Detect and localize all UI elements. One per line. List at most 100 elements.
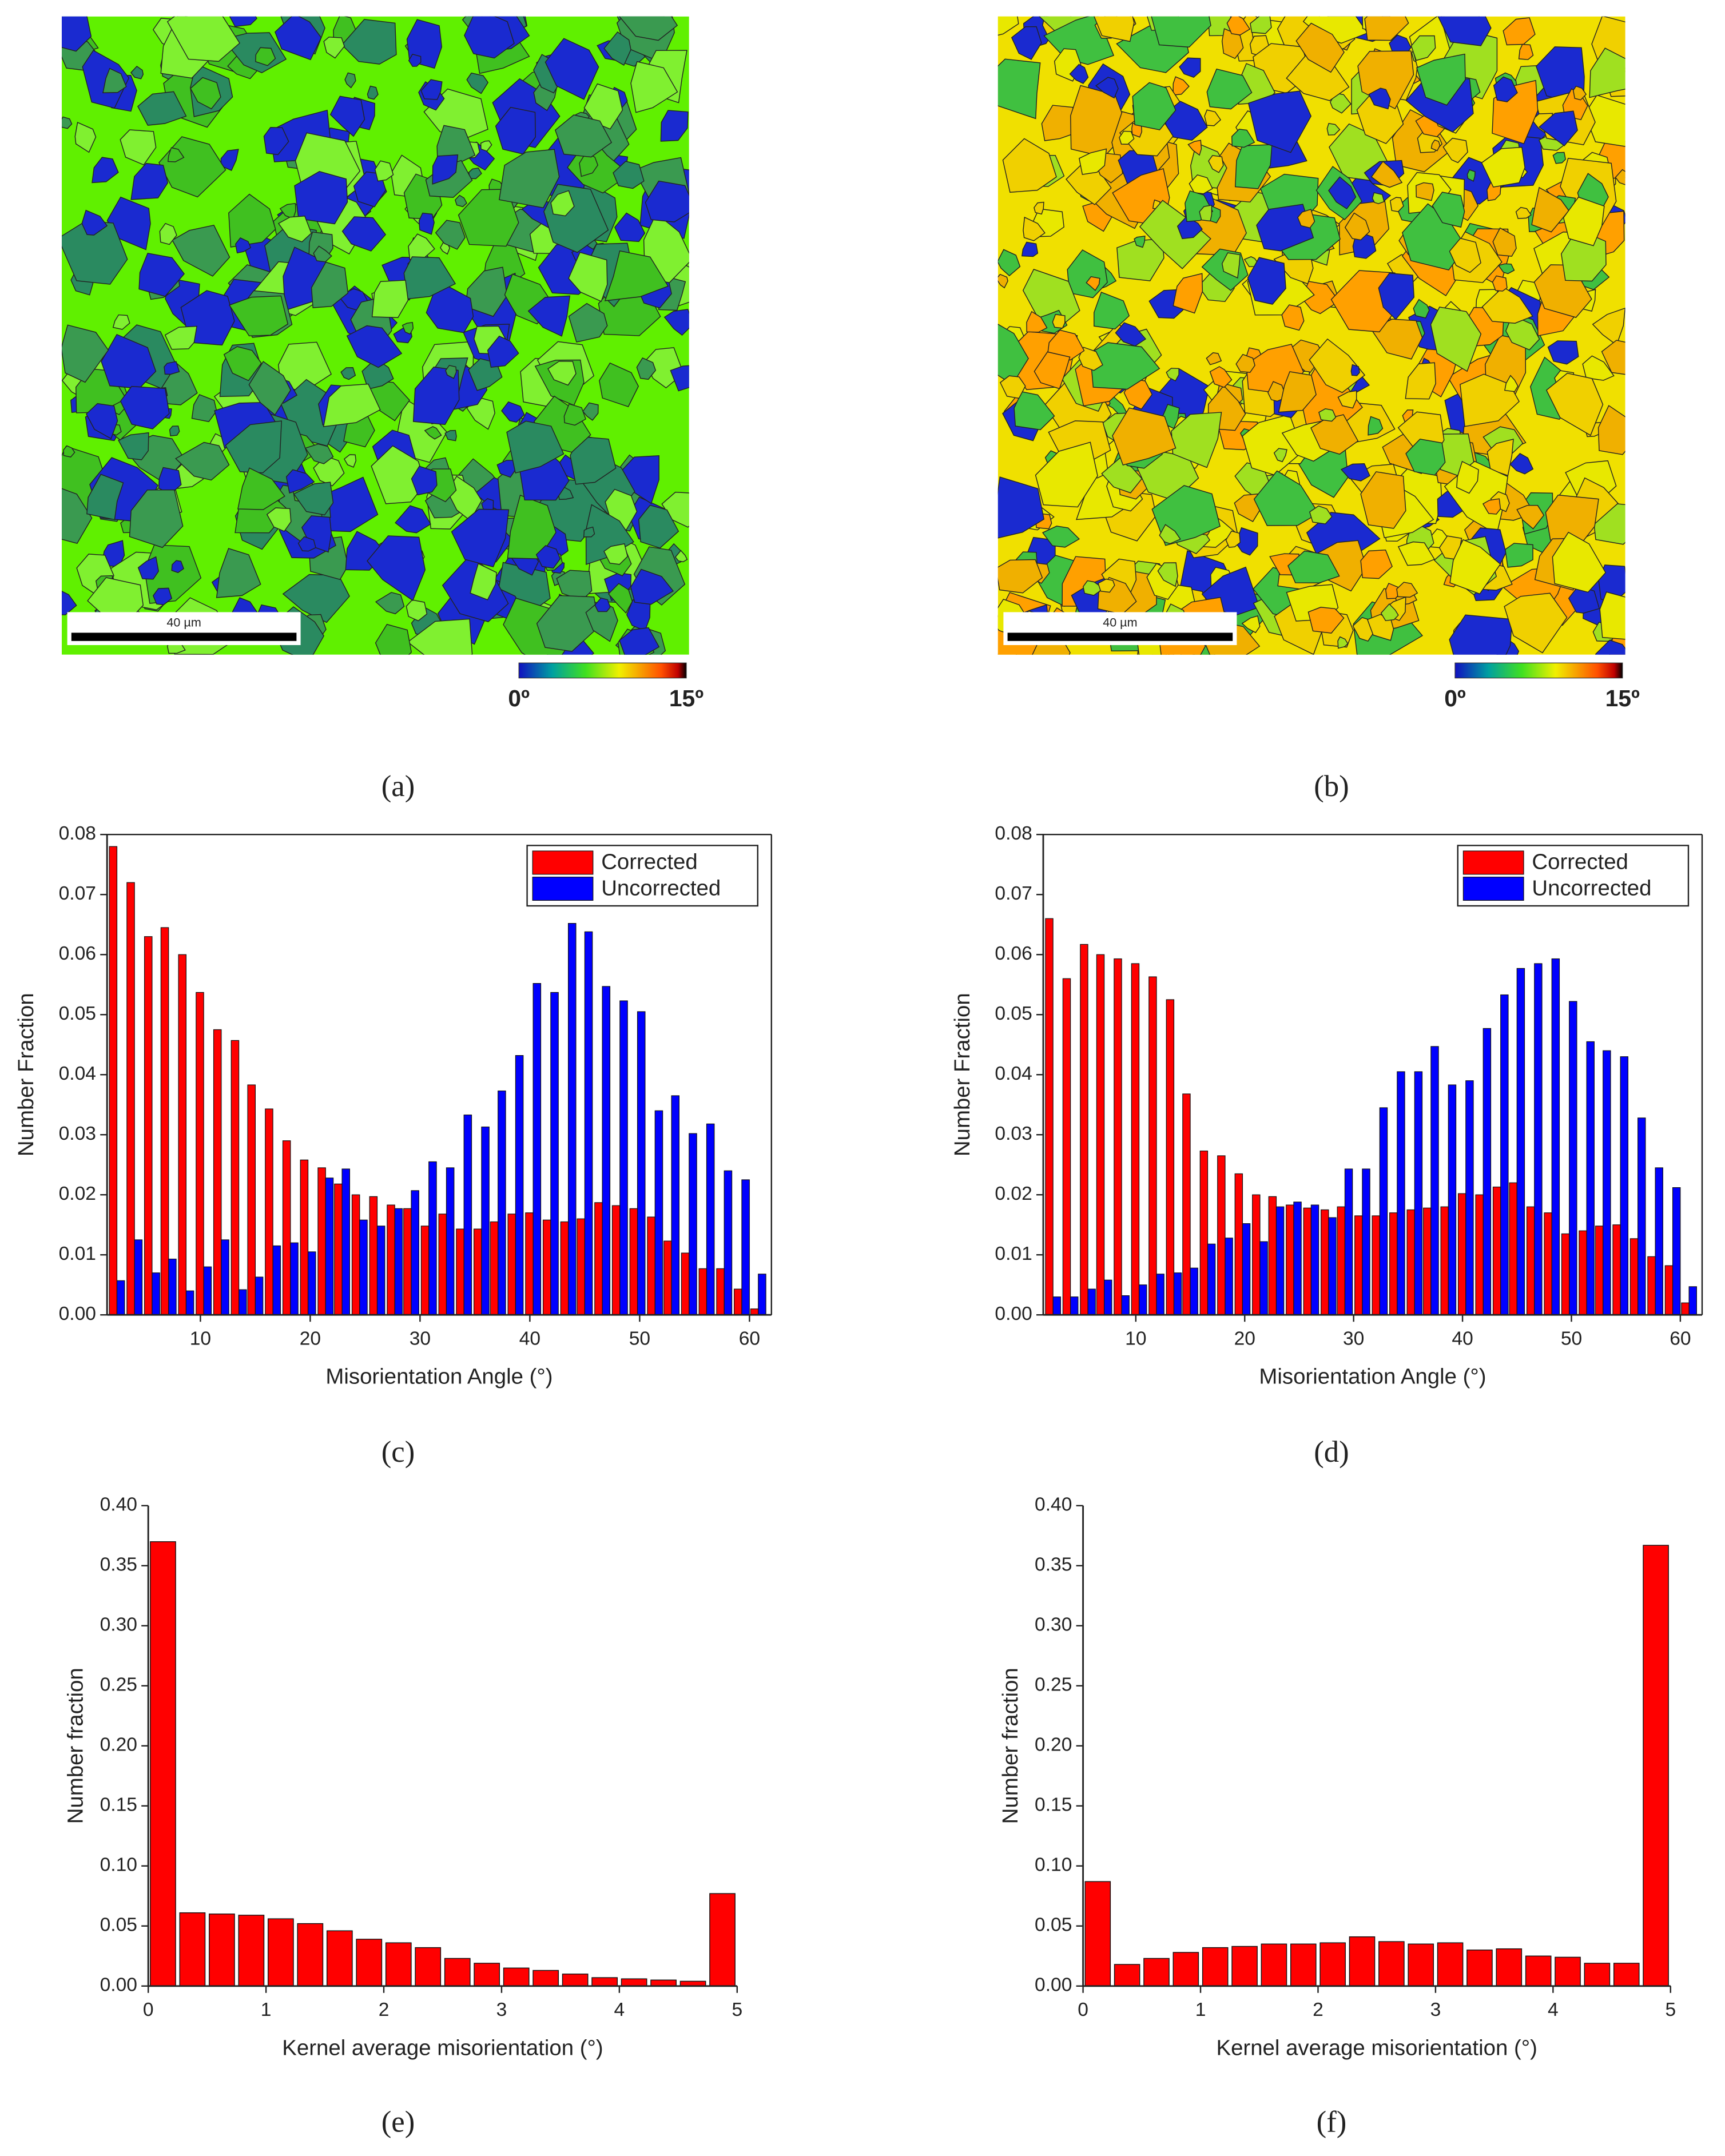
bar (1655, 1167, 1663, 1315)
grain (1069, 63, 1089, 84)
grain (395, 505, 431, 534)
grain (1297, 209, 1315, 229)
bar (150, 1541, 176, 1987)
grain (1199, 204, 1213, 222)
bar (650, 1979, 677, 1987)
bar (1595, 1226, 1604, 1315)
bar (1475, 1194, 1484, 1315)
grain (1166, 368, 1179, 381)
bar (1408, 1943, 1434, 1987)
bar (1525, 1955, 1552, 1987)
bar (698, 1268, 708, 1315)
bar (1319, 1942, 1346, 1987)
grain (997, 16, 1019, 36)
grain (1204, 109, 1222, 126)
x-axis-label: Kernel average misorientation (°) (1216, 2035, 1537, 2060)
grain (1034, 201, 1044, 215)
grain (1287, 550, 1340, 584)
x-tick-label: 30 (1343, 1328, 1364, 1349)
colorbar-min-label: 0º (1444, 685, 1466, 711)
ebsd-map (61, 16, 689, 655)
x-tick-label: 1 (1195, 1999, 1206, 2020)
bar (1603, 1050, 1611, 1315)
grain (220, 149, 239, 172)
bar (498, 1090, 506, 1315)
bar (1362, 1168, 1370, 1315)
grain (228, 193, 276, 248)
bar (238, 1289, 247, 1315)
grain (1385, 583, 1401, 599)
grain (86, 474, 124, 520)
grain (1410, 35, 1436, 61)
grain (1492, 275, 1508, 292)
grain (361, 358, 394, 390)
grain (1023, 216, 1046, 241)
grain (1021, 241, 1039, 257)
grain (1209, 366, 1233, 388)
grain (1247, 257, 1286, 305)
bar (594, 1202, 603, 1315)
grain (216, 548, 261, 598)
bar (297, 1923, 324, 1987)
legend-swatch (532, 877, 594, 901)
legend-label: Corrected (1532, 850, 1628, 874)
grain (1241, 615, 1261, 634)
grain (153, 587, 173, 606)
grain (374, 160, 394, 182)
bar (351, 1194, 360, 1315)
grain (1337, 636, 1349, 649)
grain (1171, 412, 1222, 468)
grain (1172, 76, 1190, 96)
grain (323, 383, 381, 427)
bar (550, 992, 559, 1315)
x-tick-label: 50 (1561, 1328, 1582, 1349)
grain (424, 426, 442, 440)
bar (1466, 1950, 1493, 1987)
grain (1397, 541, 1436, 566)
bar (1259, 1241, 1268, 1315)
bar (196, 992, 204, 1315)
y-tick-label: 0.02 (995, 1183, 1032, 1204)
grain (997, 58, 1041, 120)
y-tick-label: 0.15 (100, 1795, 137, 1816)
bar (1261, 1943, 1287, 1987)
bar (637, 1011, 646, 1315)
grain (1247, 90, 1312, 153)
bar (300, 1159, 309, 1315)
grain (277, 216, 312, 242)
grain (313, 245, 332, 262)
bar (126, 882, 135, 1315)
bar (750, 1308, 759, 1315)
grain (118, 432, 149, 460)
x-tick-label: 5 (732, 1999, 742, 2020)
grain (645, 180, 689, 222)
colorbar-max-label: 15º (1605, 685, 1640, 711)
grain (527, 295, 571, 337)
grain (464, 16, 515, 59)
grain (1132, 82, 1177, 130)
grain (175, 441, 230, 481)
grain (1034, 351, 1071, 389)
grain (1368, 416, 1384, 436)
bar (403, 1208, 412, 1315)
grain (999, 375, 1026, 399)
grain (1094, 292, 1130, 330)
y-tick-label: 0.20 (1035, 1735, 1072, 1756)
bar (1303, 1207, 1312, 1315)
grain (164, 325, 198, 350)
bar (560, 1221, 569, 1315)
bar (444, 1958, 471, 1987)
bar (1202, 1947, 1229, 1987)
grain (1206, 352, 1222, 365)
grain (1389, 197, 1404, 212)
grain (1041, 105, 1080, 141)
grain (1026, 311, 1048, 333)
bar (1225, 1238, 1233, 1315)
grain (1572, 85, 1587, 101)
grain (293, 482, 334, 516)
grain (367, 535, 426, 602)
x-tick-label: 60 (1670, 1328, 1691, 1349)
grain (661, 491, 689, 528)
grain (112, 314, 130, 330)
grain (1310, 414, 1359, 455)
